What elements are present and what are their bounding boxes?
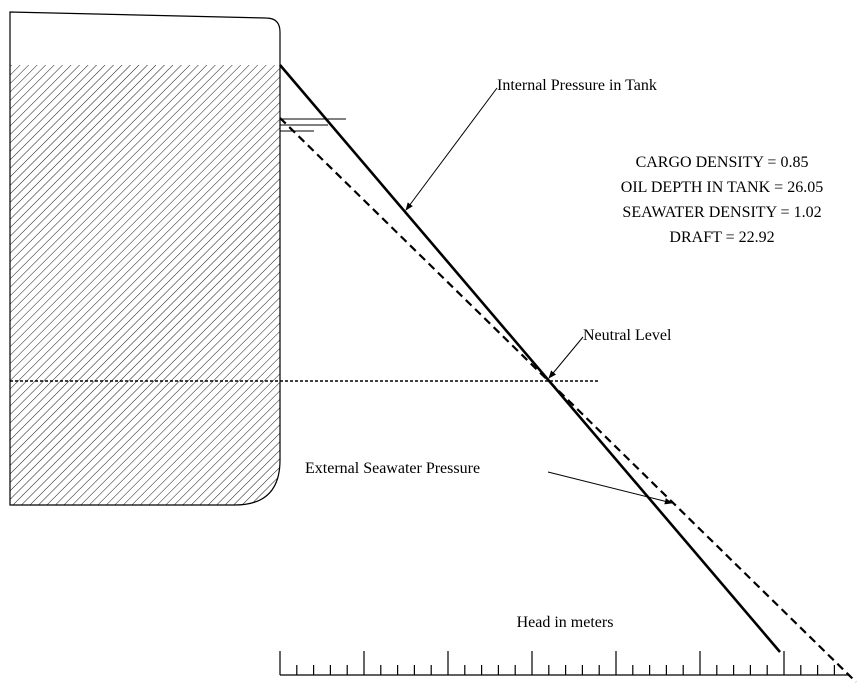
arrow <box>548 336 584 379</box>
scale <box>279 651 850 676</box>
internal-pressure-line <box>279 64 781 653</box>
parameter: CARGO DENSITY = 0.85 <box>636 154 809 171</box>
external-pressure-line <box>279 117 857 683</box>
tank-outline <box>9 11 281 506</box>
label: Head in meters <box>517 614 614 631</box>
cargo-hatch <box>10 65 280 505</box>
parameter: DRAFT = 22.92 <box>669 229 774 246</box>
arrow <box>547 471 673 505</box>
parameter: SEAWATER DENSITY = 1.02 <box>622 204 821 221</box>
waterline-symbol <box>280 118 346 132</box>
label: External Seawater Pressure <box>305 460 480 477</box>
label: Neutral Level <box>583 327 672 344</box>
arrow <box>405 87 498 211</box>
parameter: OIL DEPTH IN TANK = 26.05 <box>621 179 823 196</box>
label: Internal Pressure in Tank <box>497 77 657 94</box>
